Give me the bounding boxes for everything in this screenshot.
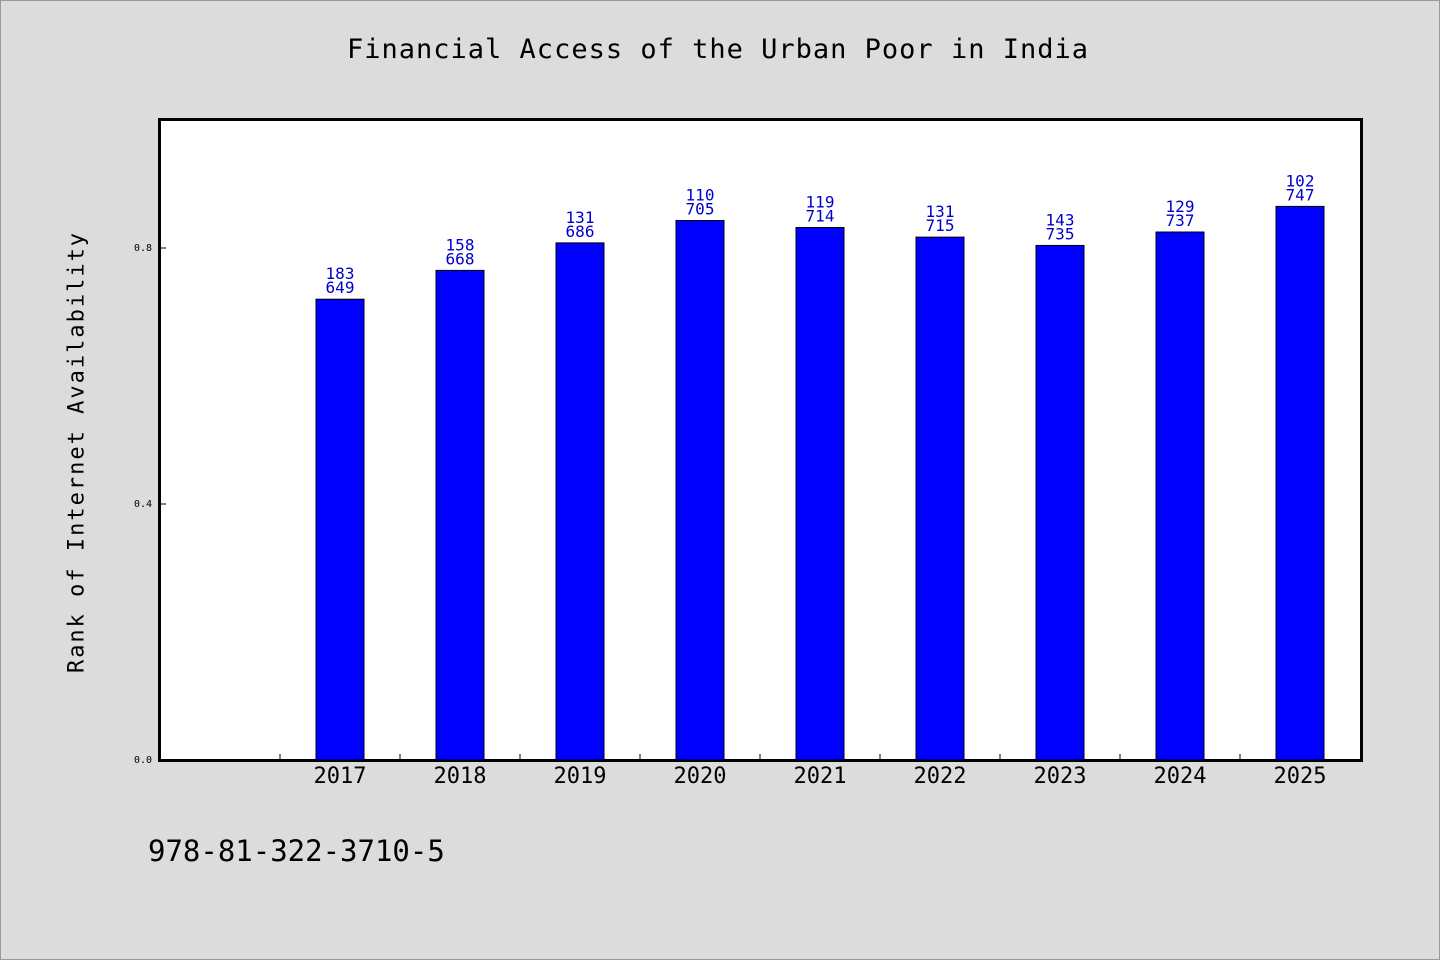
bar-label-top-2019: 131 bbox=[566, 208, 595, 227]
bar-label-bottom-2023: 735 bbox=[1046, 224, 1075, 243]
x-tick-label-2021: 2021 bbox=[794, 764, 847, 789]
bar-label-bottom-2019: 686 bbox=[566, 222, 595, 241]
y-tick-label-0.8: 0.8 bbox=[134, 243, 152, 254]
x-ticks-group: 2017 2018 2019 2020 2021 2022 2023 2024 2025 bbox=[279, 754, 1327, 789]
x-tick-label-2019: 2019 bbox=[554, 764, 607, 789]
bar-label-bottom-2021: 714 bbox=[806, 207, 835, 226]
bar-label-top-2020: 110 bbox=[686, 185, 715, 204]
bar-label-bottom-2018: 668 bbox=[446, 249, 475, 268]
bar-label-bottom-2024: 737 bbox=[1166, 211, 1195, 230]
bar-label-top-2022: 131 bbox=[926, 202, 955, 221]
bar-label-top-2024: 129 bbox=[1166, 197, 1195, 216]
bar-2017 bbox=[315, 298, 365, 761]
x-tick-label-2024: 2024 bbox=[1154, 764, 1207, 789]
bar-label-bottom-2022: 715 bbox=[926, 216, 955, 235]
y-tick-label-0.4: 0.4 bbox=[134, 499, 152, 510]
bar-2021 bbox=[795, 227, 845, 761]
bar-2024 bbox=[1155, 231, 1205, 761]
bar-label-top-2023: 143 bbox=[1046, 210, 1075, 229]
bar-label-top-2017: 183 bbox=[326, 264, 355, 283]
bar-label-top-2021: 119 bbox=[806, 193, 835, 212]
bar-2020 bbox=[675, 219, 725, 761]
y-tick-label-0.0: 0.0 bbox=[134, 755, 152, 766]
x-tick-label-2018: 2018 bbox=[434, 764, 487, 789]
bar-2023 bbox=[1035, 244, 1085, 761]
bar-label-bottom-2025: 747 bbox=[1286, 185, 1315, 204]
bar-2025 bbox=[1275, 205, 1325, 761]
x-tick-label-2025: 2025 bbox=[1274, 764, 1327, 789]
y-ticks-group: 0.0 0.4 0.8 bbox=[134, 243, 166, 766]
bar-2018 bbox=[435, 269, 485, 761]
bar-label-bottom-2017: 649 bbox=[326, 278, 355, 297]
bar-2019 bbox=[555, 242, 605, 761]
x-tick-label-2020: 2020 bbox=[674, 764, 727, 789]
isbn-text: 978-81-322-3710-5 bbox=[148, 834, 445, 868]
bar-label-top-2025: 102 bbox=[1286, 171, 1315, 190]
chart-title: Financial Access of the Urban Poor in In… bbox=[347, 34, 1089, 65]
bar-label-bottom-2020: 705 bbox=[686, 199, 715, 218]
bar-label-top-2018: 158 bbox=[446, 235, 475, 254]
x-tick-label-2022: 2022 bbox=[914, 764, 967, 789]
x-tick-label-2017: 2017 bbox=[314, 764, 367, 789]
bar-2022 bbox=[915, 236, 965, 761]
x-tick-label-2023: 2023 bbox=[1034, 764, 1087, 789]
